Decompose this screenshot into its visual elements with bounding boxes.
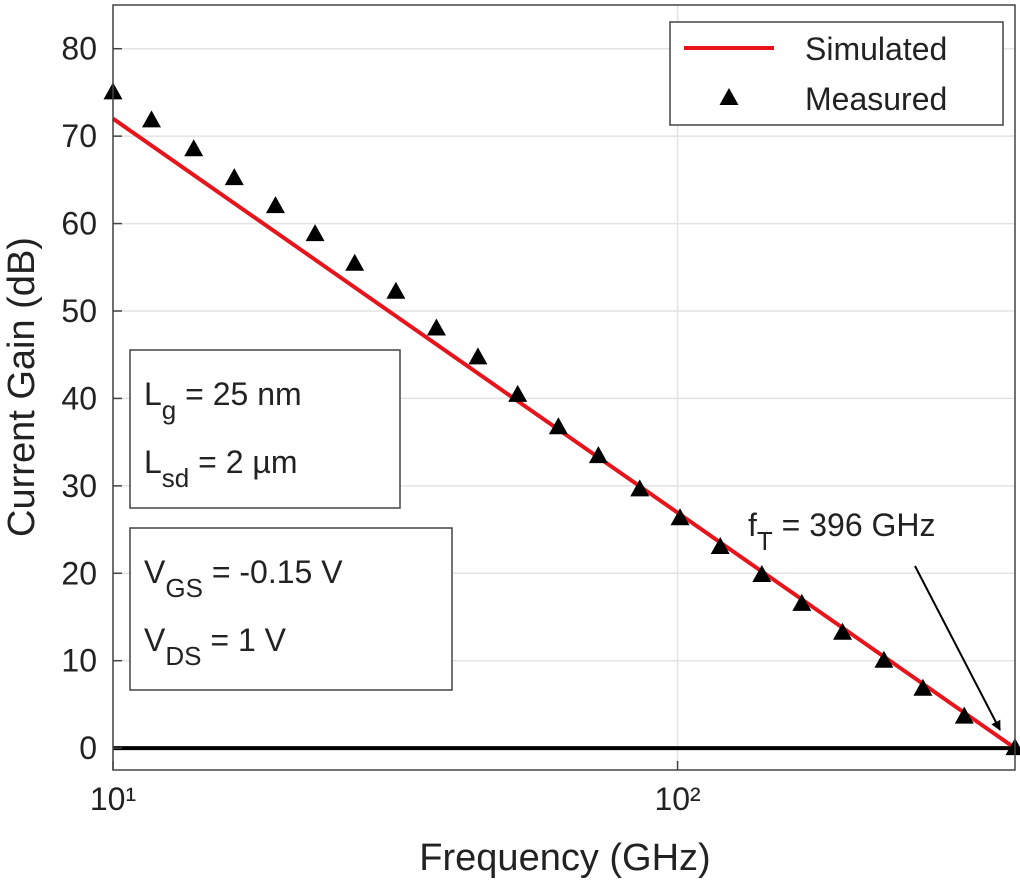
annotation-subscript: T bbox=[757, 526, 773, 556]
annotation-text: = -0.15 V bbox=[203, 554, 343, 590]
x-axis-label: Frequency (GHz) bbox=[419, 837, 710, 879]
annotation-text: V bbox=[144, 554, 166, 590]
x-tick-label: 10¹ bbox=[90, 781, 136, 817]
annotation-subscript: DS bbox=[165, 641, 201, 671]
legend-label: Measured bbox=[805, 81, 947, 117]
annotation-text: = 2 µm bbox=[189, 444, 297, 480]
annotation-text: L bbox=[144, 444, 162, 480]
annotation-subscript: sd bbox=[162, 463, 189, 493]
annotation-subscript: g bbox=[162, 395, 176, 425]
annotation-text: V bbox=[144, 622, 166, 658]
y-tick-label: 60 bbox=[61, 206, 97, 242]
annotation-text: = 25 nm bbox=[176, 376, 301, 412]
y-tick-label: 30 bbox=[61, 468, 97, 504]
y-tick-label: 70 bbox=[61, 118, 97, 154]
annotation-text: L bbox=[144, 376, 162, 412]
y-tick-label: 20 bbox=[61, 555, 97, 591]
y-tick-label: 50 bbox=[61, 293, 97, 329]
legend-label: Simulated bbox=[805, 31, 947, 67]
annotation-text: = 1 V bbox=[201, 622, 286, 658]
annotation-subscript: GS bbox=[165, 573, 203, 603]
x-tick-label: 10² bbox=[654, 781, 701, 817]
y-axis-label: Current Gain (dB) bbox=[1, 237, 43, 537]
y-tick-label: 80 bbox=[61, 31, 97, 67]
annotation-text: = 396 GHz bbox=[773, 507, 936, 543]
y-tick-label: 10 bbox=[61, 643, 97, 679]
y-tick-label: 0 bbox=[79, 730, 97, 766]
annotation-text: f bbox=[748, 507, 757, 543]
y-tick-label: 40 bbox=[61, 380, 97, 416]
